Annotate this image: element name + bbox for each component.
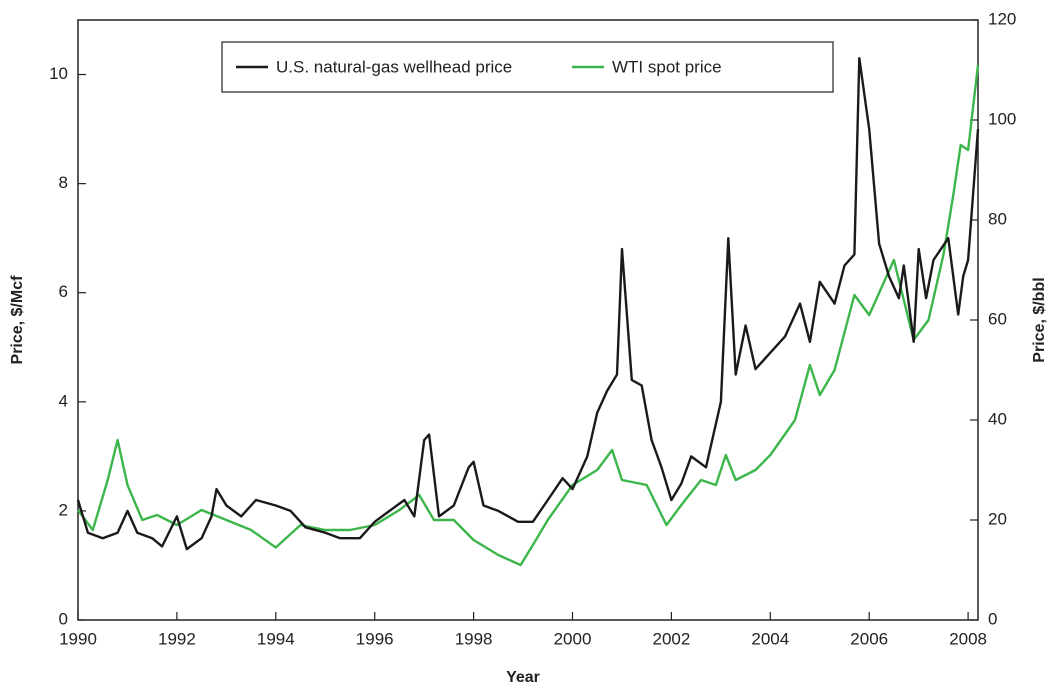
x-tick-label: 2006 <box>850 629 888 648</box>
x-axis-label: Year <box>506 669 540 686</box>
legend-box <box>221 41 834 93</box>
x-tick-label: 2000 <box>554 629 592 648</box>
x-tick-label: 1990 <box>59 629 97 648</box>
y-tick-label: 10 <box>49 64 68 83</box>
y-tick-label: 6 <box>59 282 68 301</box>
y2-tick-label: 120 <box>988 9 1016 28</box>
x-tick-label: 1996 <box>356 629 394 648</box>
y2-tick-label: 80 <box>988 209 1007 228</box>
y2-tick-label: 0 <box>988 609 997 628</box>
legend-label: U.S. natural-gas wellhead price <box>276 57 512 76</box>
y2-tick-label: 40 <box>988 409 1007 428</box>
plot-frame <box>77 19 979 621</box>
y-tick-label: 4 <box>59 391 68 410</box>
y-axis-label: Price, $/Mcf <box>9 275 26 365</box>
x-tick-label: 2004 <box>751 629 789 648</box>
x-tick-label: 1998 <box>455 629 493 648</box>
x-tick-label: 2008 <box>949 629 987 648</box>
x-tick-label: 2002 <box>652 629 690 648</box>
y-tick-label: 2 <box>59 500 68 519</box>
legend-label: WTI spot price <box>612 57 722 76</box>
x-tick-label: 1994 <box>257 629 295 648</box>
series-line <box>76 57 980 551</box>
y2-tick-label: 60 <box>988 309 1007 328</box>
y-tick-label: 0 <box>59 609 68 628</box>
y2-axis-label: Price, $/bbl <box>1031 277 1048 362</box>
series-line <box>77 64 980 567</box>
y-tick-label: 8 <box>59 173 68 192</box>
x-tick-label: 1992 <box>158 629 196 648</box>
y2-tick-label: 100 <box>988 109 1016 128</box>
y2-tick-label: 20 <box>988 509 1007 528</box>
